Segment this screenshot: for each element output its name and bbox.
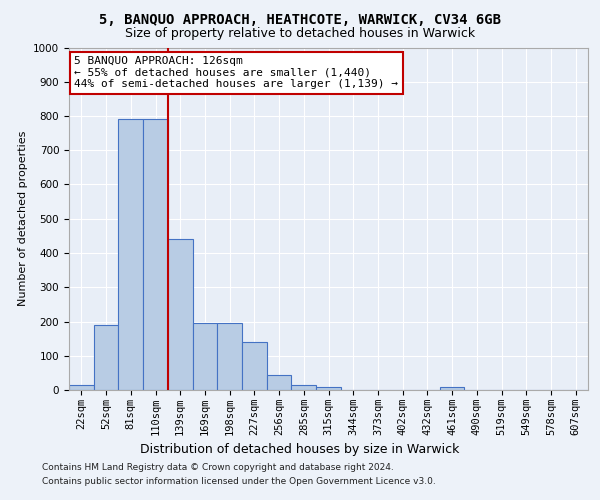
Text: 5 BANQUO APPROACH: 126sqm
← 55% of detached houses are smaller (1,440)
44% of se: 5 BANQUO APPROACH: 126sqm ← 55% of detac… <box>74 56 398 90</box>
Text: Contains HM Land Registry data © Crown copyright and database right 2024.: Contains HM Land Registry data © Crown c… <box>42 464 394 472</box>
Bar <box>267 374 292 390</box>
Bar <box>217 323 242 390</box>
Text: 5, BANQUO APPROACH, HEATHCOTE, WARWICK, CV34 6GB: 5, BANQUO APPROACH, HEATHCOTE, WARWICK, … <box>99 12 501 26</box>
Bar <box>94 325 118 390</box>
Text: Contains public sector information licensed under the Open Government Licence v3: Contains public sector information licen… <box>42 477 436 486</box>
Text: Size of property relative to detached houses in Warwick: Size of property relative to detached ho… <box>125 28 475 40</box>
Bar <box>118 120 143 390</box>
Bar <box>242 342 267 390</box>
Bar <box>168 240 193 390</box>
Bar <box>143 120 168 390</box>
Bar <box>193 323 217 390</box>
Bar <box>69 385 94 390</box>
Bar <box>440 386 464 390</box>
Bar <box>316 386 341 390</box>
Bar <box>292 385 316 390</box>
Text: Distribution of detached houses by size in Warwick: Distribution of detached houses by size … <box>140 442 460 456</box>
Y-axis label: Number of detached properties: Number of detached properties <box>17 131 28 306</box>
